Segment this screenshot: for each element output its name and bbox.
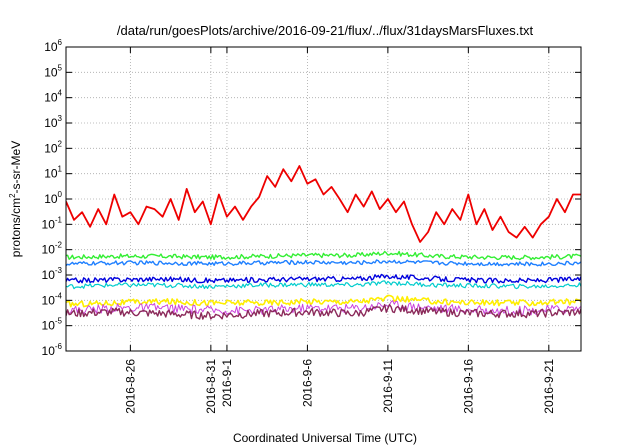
series-line-7	[66, 303, 581, 320]
y-tick-label: 100	[44, 190, 62, 206]
y-tick-label: 10-4	[42, 291, 63, 307]
y-tick-exp: 5	[58, 63, 63, 72]
x-tick-label: 2016-8-31	[204, 359, 218, 414]
y-tick-exp: 2	[58, 139, 63, 148]
y-tick-label: 103	[44, 114, 62, 130]
x-axis-ticks: 2016-8-26 2016-8-31 2016-9-1 2016-9-6 2016-9…	[123, 47, 556, 414]
y-tick-exp: 4	[58, 89, 63, 98]
series-line-6	[66, 300, 581, 316]
grid-lines	[66, 47, 581, 351]
y-tick-base: 10	[44, 65, 58, 79]
y-tick-base: 10	[44, 40, 58, 54]
y-tick-base: 10	[44, 141, 58, 155]
x-axis-label: Coordinated Universal Time (UTC)	[233, 431, 417, 445]
y-tick-base: 10	[44, 192, 58, 206]
y-tick-label: 105	[44, 63, 62, 79]
y-tick-exp: -2	[55, 241, 63, 250]
y-tick-label: 104	[44, 89, 62, 105]
series-line-2	[66, 259, 581, 267]
series-line-5	[66, 294, 581, 308]
series-layer	[66, 165, 581, 320]
x-tick-label: 2016-9-16	[461, 359, 475, 414]
series-line-1	[66, 250, 581, 261]
y-axis-ticks: 10-610-510-410-310-210-11001011021031041…	[42, 38, 581, 358]
y-tick-exp: -3	[55, 266, 63, 275]
x-tick-label: 2016-9-21	[542, 359, 556, 414]
y-tick-label: 10-1	[42, 215, 63, 231]
y-tick-label: 102	[44, 139, 62, 155]
x-tick-label: 2016-9-6	[300, 359, 314, 407]
y-tick-base: 10	[42, 293, 56, 307]
y-axis-label-sup: 2	[8, 193, 17, 198]
y-tick-label: 106	[44, 38, 62, 54]
y-tick-label: 10-3	[42, 266, 63, 282]
y-tick-base: 10	[42, 344, 56, 358]
y-tick-exp: 6	[58, 38, 63, 47]
y-tick-label: 10-6	[42, 342, 63, 358]
series-line-8	[66, 165, 581, 243]
y-tick-exp: -1	[55, 215, 63, 224]
series-line-4	[66, 280, 581, 290]
y-tick-exp: 0	[58, 190, 63, 199]
y-tick-label: 10-5	[42, 317, 63, 333]
y-tick-exp: -5	[55, 317, 63, 326]
chart-title: /data/run/goesPlots/archive/2016-09-21/f…	[117, 23, 534, 38]
y-tick-base: 10	[44, 91, 58, 105]
y-tick-base: 10	[42, 319, 56, 333]
y-tick-base: 10	[44, 167, 58, 181]
x-tick-label: 2016-9-1	[220, 359, 234, 407]
y-tick-base: 10	[42, 243, 56, 257]
y-axis-label-rest: -s-sr-MeV	[9, 141, 23, 194]
x-tick-label: 2016-9-11	[381, 359, 395, 413]
y-tick-base: 10	[44, 116, 58, 130]
series-line-3	[66, 273, 581, 284]
y-tick-label: 10-2	[42, 241, 63, 257]
plot-frame	[65, 46, 582, 352]
y-tick-base: 10	[42, 217, 56, 231]
y-tick-exp: 3	[58, 114, 63, 123]
y-axis-label: protons/cm2-s-sr-MeV	[8, 141, 23, 257]
y-tick-exp: -4	[55, 291, 63, 300]
y-axis-label-base: protons/cm	[9, 198, 23, 257]
y-tick-label: 101	[44, 165, 62, 181]
x-tick-label: 2016-8-26	[123, 359, 137, 414]
y-tick-exp: 1	[58, 165, 63, 174]
y-tick-exp: -6	[55, 342, 63, 351]
y-tick-base: 10	[42, 268, 56, 282]
